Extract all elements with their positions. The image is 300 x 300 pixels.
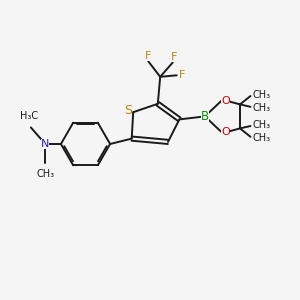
Text: F: F [171,52,177,62]
Text: O: O [221,127,230,137]
Text: CH₃: CH₃ [253,103,271,113]
Text: CH₃: CH₃ [36,169,54,179]
Text: N: N [41,139,50,149]
Text: CH₃: CH₃ [253,90,271,100]
Text: H₃C: H₃C [20,111,38,121]
Text: S: S [124,104,132,117]
Text: CH₃: CH₃ [253,120,271,130]
Text: F: F [145,51,151,61]
Text: CH₃: CH₃ [253,133,271,143]
Text: B: B [201,110,209,123]
Text: O: O [221,95,230,106]
Text: F: F [179,70,185,80]
